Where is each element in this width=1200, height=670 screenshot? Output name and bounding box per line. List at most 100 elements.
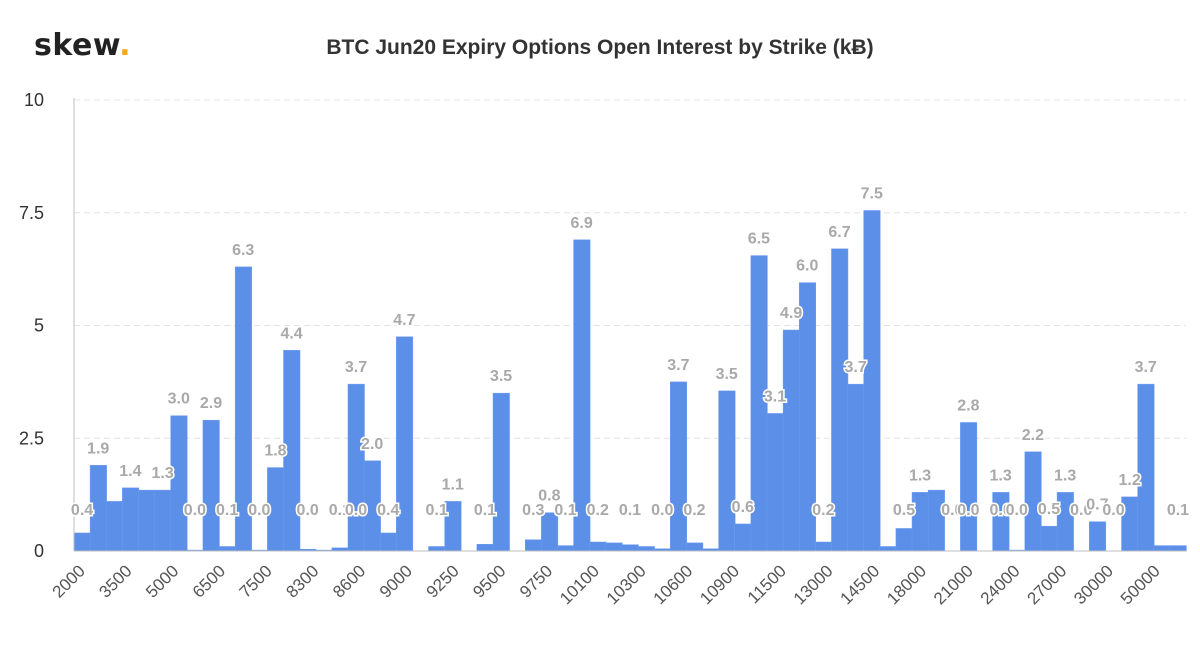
y-tick-label: 10 — [24, 90, 44, 110]
data-label: 0.5 — [1038, 501, 1060, 518]
data-label: 1.3 — [1054, 467, 1076, 484]
data-label: 0.3 — [522, 502, 544, 519]
x-tick-label: 50000 — [1117, 561, 1164, 608]
x-tick-label: 24000 — [977, 561, 1024, 608]
data-label: 0.0 — [297, 502, 319, 519]
bar — [1089, 521, 1107, 552]
data-label: 6.0 — [796, 258, 818, 275]
bar — [815, 541, 833, 552]
axes — [73, 98, 1186, 552]
y-tick-labels: 0 2.5 5 7.5 10 — [19, 90, 44, 561]
skew-logo: skew. — [34, 28, 131, 63]
x-tick-label: 9500 — [469, 561, 509, 601]
y-tick-label: 5 — [34, 316, 44, 336]
data-label: 0.7 — [1086, 497, 1108, 514]
data-label: 1.8 — [264, 443, 286, 460]
x-tick-label: 13000 — [790, 561, 837, 608]
data-label: 0.0 — [1006, 502, 1028, 519]
bar — [524, 539, 543, 552]
data-label: 0.2 — [812, 502, 834, 519]
data-label: 1.1 — [442, 476, 464, 493]
x-tick-label: 6500 — [189, 561, 229, 601]
x-tick-label: 10600 — [650, 561, 697, 608]
x-tick-label: 3500 — [95, 561, 135, 601]
data-label: 0.2 — [683, 502, 705, 519]
data-label: 1.4 — [119, 463, 141, 480]
data-label: 0.2 — [587, 502, 609, 519]
x-tick-label: 9250 — [423, 561, 463, 601]
bars — [73, 210, 1187, 552]
x-tick-label: 10100 — [556, 561, 603, 608]
x-tick-label: 7500 — [236, 561, 276, 601]
data-label: 6.5 — [748, 231, 770, 248]
data-labels: 0.41.91.4 1.33.00.02.90.16.30.01.84.40.0 0… — [69, 184, 1190, 521]
data-label: 0.0 — [1102, 502, 1124, 519]
y-tick-label: 7.5 — [19, 203, 44, 223]
data-label: 6.7 — [828, 224, 850, 241]
data-label: 0.4 — [71, 502, 93, 519]
data-label: 2.0 — [361, 436, 383, 453]
bar — [927, 489, 945, 552]
y-tick-label: 0 — [34, 541, 44, 561]
data-label: 3.7 — [345, 359, 367, 376]
bar — [154, 489, 172, 552]
bar — [718, 390, 736, 552]
data-label: 0.0 — [248, 502, 270, 519]
bar — [879, 546, 897, 552]
data-label: 0.0 — [941, 502, 963, 519]
x-tick-label: 10900 — [696, 561, 743, 608]
data-label: 0.0 — [651, 502, 673, 519]
data-label: 0.1 — [1167, 502, 1189, 519]
bar — [782, 329, 800, 552]
data-label: 3.0 — [168, 391, 190, 408]
bar — [670, 381, 688, 552]
data-label: 2.9 — [200, 395, 222, 412]
chart-title: BTC Jun20 Expiry Options Open Interest b… — [326, 36, 874, 59]
data-label: 6.9 — [571, 215, 593, 232]
data-label: 0.1 — [619, 502, 641, 519]
bar — [863, 210, 881, 552]
gridlines — [74, 99, 1186, 439]
x-tick-label: 21000 — [930, 561, 977, 608]
data-label: 1.3 — [990, 467, 1012, 484]
bar — [105, 501, 123, 552]
data-label: 2.8 — [957, 397, 979, 414]
bar — [766, 413, 784, 552]
data-label: 0.8 — [538, 488, 560, 505]
bar — [1169, 545, 1187, 552]
data-label: 3.7 — [667, 357, 689, 374]
data-label: 0.0 — [957, 502, 979, 519]
data-label: 0.0 — [1070, 502, 1092, 519]
data-label: 4.9 — [780, 305, 802, 322]
bar — [138, 489, 156, 552]
x-tick-label: 11500 — [744, 561, 790, 607]
x-tick-label: 2000 — [49, 561, 89, 601]
data-label: 3.1 — [764, 388, 786, 405]
x-tick-label: 14500 — [837, 561, 884, 608]
bar — [122, 487, 140, 552]
data-label: 0.6 — [732, 499, 754, 516]
data-label: 0.1 — [329, 502, 351, 519]
data-label: 6.3 — [232, 242, 254, 259]
bar — [589, 541, 607, 552]
bar — [347, 383, 365, 552]
data-label: 0.0 — [345, 502, 367, 519]
bar — [476, 543, 494, 552]
data-label: 7.5 — [861, 185, 883, 202]
bar — [847, 383, 865, 552]
bar — [170, 415, 188, 552]
data-label: 0.1 — [474, 502, 496, 519]
bar — [621, 544, 639, 552]
data-label: 1.2 — [1118, 472, 1140, 489]
data-label: 4.7 — [393, 312, 415, 329]
bar — [895, 528, 913, 552]
data-label: 3.7 — [844, 359, 866, 376]
bar — [605, 542, 623, 552]
x-tick-label: 8300 — [282, 561, 322, 601]
bar — [1153, 545, 1171, 552]
data-label: 2.2 — [1022, 427, 1044, 444]
bar — [202, 419, 220, 552]
data-label: 1.3 — [152, 465, 174, 482]
data-label: 0.4 — [377, 502, 399, 519]
